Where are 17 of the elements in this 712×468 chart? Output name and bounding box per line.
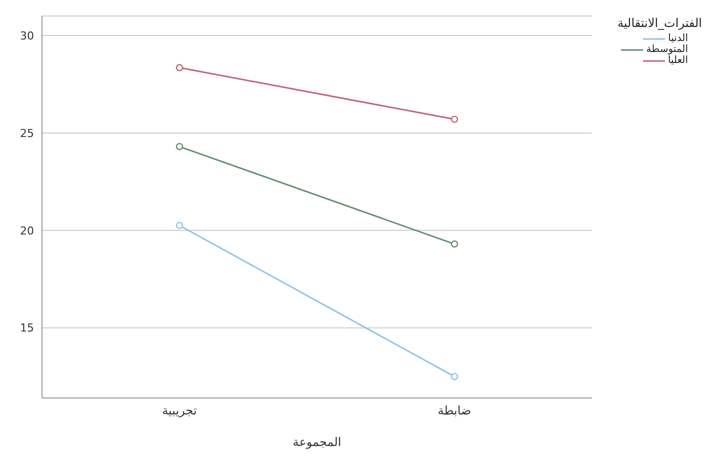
y-tick-label: 15 <box>20 322 34 335</box>
point <box>450 240 458 248</box>
point <box>450 372 458 380</box>
y-tick-label: 25 <box>20 126 34 140</box>
point <box>176 64 184 72</box>
point <box>450 116 458 123</box>
legend-label: الدنيا <box>668 33 688 44</box>
legend-label: المتوسطة <box>646 44 688 55</box>
x-tick-label: ضابطة <box>438 404 472 418</box>
y-tick-label: 20 <box>20 224 34 238</box>
legend-title: الفترات_الانتقالية <box>616 16 702 30</box>
x-tick-label: تجريبية <box>162 404 197 418</box>
legend-label: العليا <box>668 55 688 66</box>
x-axis-title: المجموعة <box>292 435 342 449</box>
point <box>176 222 184 230</box>
point <box>176 142 184 150</box>
y-tick-label: 30 <box>20 29 34 42</box>
